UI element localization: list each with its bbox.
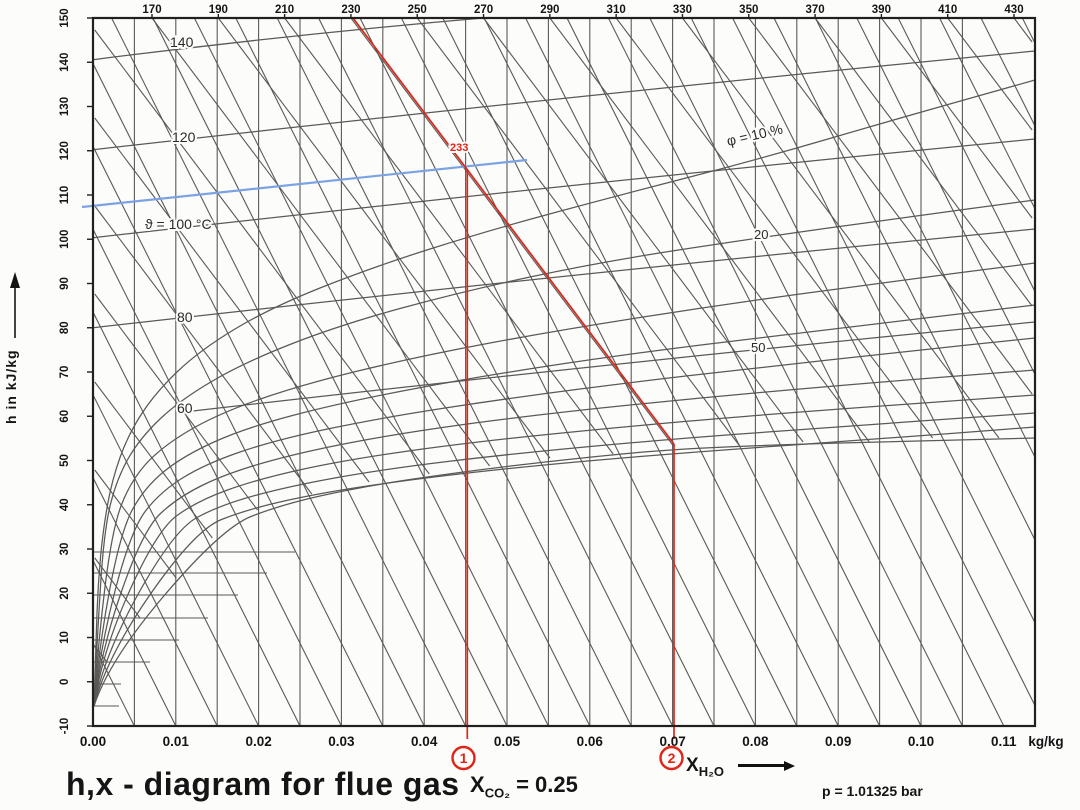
x-axis-title: XH₂O [686,755,795,779]
svg-text:270: 270 [474,4,493,16]
chart-inline-label: 233 [450,142,468,154]
axis-labels: 170 190 210 230 250 270 290 310 330 350 370 390 410 4… [3,4,1064,749]
point-marker-number: 2 [668,750,676,766]
svg-text:130: 130 [59,97,71,116]
arrow-right-icon [737,764,784,768]
xco2-subscript: CO₂ [484,785,510,801]
grid-lines [93,18,1035,726]
svg-text:370: 370 [805,4,824,16]
svg-text:190: 190 [209,4,228,16]
xh2o-subscript: H₂O [698,763,724,779]
svg-text:20: 20 [59,587,71,600]
chart-inline-label: ϑ = 100 °C [145,216,212,232]
svg-text:0.02: 0.02 [245,734,271,749]
svg-text:120: 120 [59,141,71,160]
svg-text:90: 90 [59,277,71,290]
svg-text:150: 150 [59,8,71,27]
svg-text:0.00: 0.00 [80,734,106,749]
svg-text:0.07: 0.07 [659,734,685,749]
chart-inline-label: 20 [754,227,768,242]
svg-text:110: 110 [59,186,71,205]
svg-text:60: 60 [59,410,71,423]
svg-text:430: 430 [1004,4,1023,16]
svg-text:50: 50 [59,454,71,467]
svg-text:140: 140 [59,53,71,72]
xco2-base: X [470,772,485,797]
svg-text:0.11: 0.11 [991,734,1017,749]
xco2-annotation: XCO₂ = 0.25 [470,772,578,800]
svg-text:70: 70 [59,366,71,379]
svg-text:0.01: 0.01 [163,734,190,749]
svg-text:30: 30 [59,543,71,556]
svg-text:230: 230 [341,4,360,16]
svg-text:410: 410 [938,4,957,16]
svg-text:0.05: 0.05 [494,734,521,749]
chart-inline-label: 140 [170,34,194,50]
svg-text:0.09: 0.09 [825,734,851,749]
red-construction-lines [352,17,675,739]
arrow-up-icon [10,272,20,288]
arrow-right-icon [783,760,795,771]
xco2-value: = 0.25 [509,772,578,797]
svg-text:170: 170 [142,4,161,16]
svg-text:100: 100 [59,230,71,249]
svg-text:250: 250 [408,4,427,16]
svg-text:0.10: 0.10 [908,734,934,749]
pressure-annotation: p = 1.01325 bar [822,783,923,799]
point-marker-circle [451,745,476,771]
point-marker-number: 1 [460,750,468,766]
y-axis-title: h in kJ/kg [3,349,19,424]
svg-text:0.04: 0.04 [411,734,438,749]
chart-inline-label: 50 [751,340,765,355]
svg-text:350: 350 [739,4,758,16]
svg-text:390: 390 [872,4,891,16]
svg-text:10: 10 [59,631,71,644]
blue-enthalpy-line [81,158,528,209]
svg-text:310: 310 [607,4,626,16]
xh2o-base: X [686,755,699,776]
point-marker-circle [659,745,684,771]
svg-text:-10: -10 [59,718,71,735]
svg-text:0.08: 0.08 [742,734,769,749]
svg-text:80: 80 [59,321,71,334]
svg-text:290: 290 [540,4,559,16]
chart-inline-label: 60 [177,400,193,416]
svg-text:210: 210 [275,4,294,16]
svg-text:0.03: 0.03 [328,734,355,749]
x-axis-unit: kg/kg [1028,734,1063,749]
svg-text:330: 330 [673,4,692,16]
svg-text:40: 40 [59,498,71,511]
chart-inline-label: 80 [177,309,193,325]
chart-inline-label: 120 [172,129,196,145]
chart-title: h,x - diagram for flue gas [66,766,460,802]
svg-text:0.06: 0.06 [577,734,604,749]
svg-text:0: 0 [59,679,71,685]
